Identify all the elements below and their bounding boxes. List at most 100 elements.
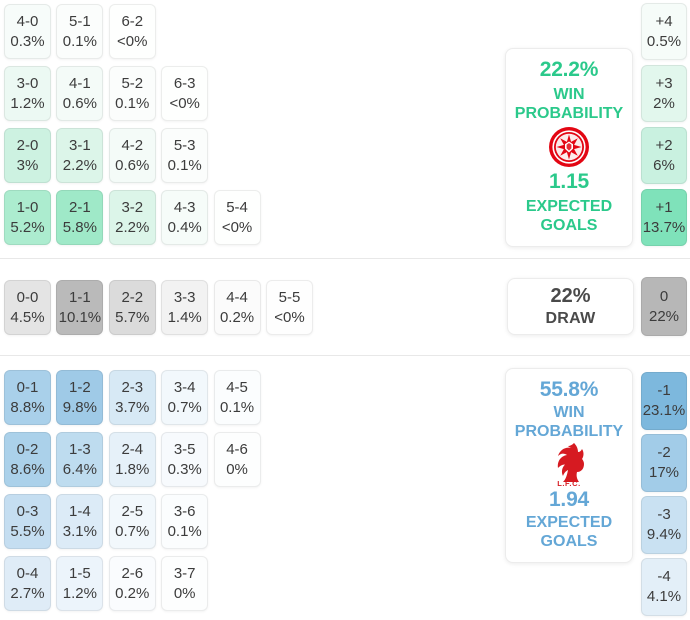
- scoreline: -2: [657, 444, 671, 461]
- probability: 10.1%: [58, 308, 102, 326]
- scoreline: 0-2: [16, 440, 39, 458]
- lfc-caption: L.F.C.: [557, 479, 581, 488]
- probability: <0%: [117, 32, 148, 50]
- away-win-probability-label: WIN PROBABILITY: [514, 403, 624, 440]
- away-summary-card: 55.8% WIN PROBABILITY L.F.C. 1.94 EXPECT…: [505, 368, 633, 563]
- probability: 3.7%: [115, 398, 150, 416]
- score-cell: 4-1 0.6%: [56, 66, 104, 121]
- probability: 1.4%: [167, 308, 202, 326]
- probability: 1.2%: [10, 94, 45, 112]
- scoreline: 1-5: [69, 564, 91, 582]
- scoreline: -3: [657, 506, 671, 523]
- scoreline: 2-1: [69, 198, 91, 216]
- probability: 4.1%: [646, 588, 682, 605]
- home-win-grid-row: 3-0 1.2% 4-1 0.6% 5-2 0.1% 6-3 <0%: [4, 66, 261, 121]
- draw-goal-diff-column: 0 22%: [641, 277, 687, 336]
- score-cell: 3-2 2.2%: [108, 190, 156, 245]
- score-cell: 2-5 0.7%: [108, 494, 156, 549]
- scoreline: +4: [655, 12, 673, 30]
- score-cell: 5-3 0.1%: [161, 128, 209, 183]
- scoreline: 1-0: [16, 198, 39, 216]
- probability: 5.8%: [62, 218, 97, 236]
- score-cell: 1-2 9.8%: [56, 370, 104, 425]
- score-cell: 0-3 5.5%: [4, 494, 51, 549]
- probability: 3%: [16, 156, 39, 174]
- goal-diff-cell: +1 13.7%: [641, 189, 687, 246]
- draw-label: DRAW: [545, 310, 596, 327]
- scoreline: 0-0: [16, 288, 39, 306]
- probability: <0%: [221, 218, 253, 236]
- score-cell: 2-0 3%: [4, 128, 51, 183]
- draw-grid-row: 0-0 4.5% 1-1 10.1% 2-2 5.7% 3-3 1.4% 4-4 0.2% 5-5 <…: [4, 280, 313, 335]
- section-divider: [0, 355, 690, 356]
- probability: 0.1%: [62, 32, 97, 50]
- scoreline: 3-5: [173, 440, 196, 458]
- eintracht-frankfurt-crest-icon: [549, 126, 589, 167]
- score-cell: 3-4 0.7%: [161, 370, 209, 425]
- scoreline: 1-3: [69, 440, 91, 458]
- away-win-grid-row: 0-2 8.6% 1-3 6.4% 2-4 1.8% 3-5 0.3% 4-6 0%: [4, 432, 261, 487]
- scoreline: +1: [655, 198, 673, 216]
- probability: 5.2%: [10, 218, 45, 236]
- probability: 9.8%: [62, 398, 97, 416]
- probability: 0.7%: [115, 522, 150, 540]
- score-cell: 4-3 0.4%: [161, 190, 209, 245]
- probability: 1.2%: [62, 584, 97, 602]
- scoreline: 5-4: [226, 198, 248, 216]
- probability: 13.7%: [642, 218, 686, 236]
- score-cell: 3-5 0.3%: [161, 432, 209, 487]
- scoreline: 2-3: [121, 378, 144, 396]
- probability: 0.3%: [10, 32, 45, 50]
- section-divider: [0, 258, 690, 259]
- scoreline: 0-3: [16, 502, 39, 520]
- probability: 1.8%: [115, 460, 150, 478]
- score-cell: 5-1 0.1%: [56, 4, 104, 59]
- away-score-grid: 0-1 8.8% 1-2 9.8% 2-3 3.7% 3-4 0.7% 4-5 0.1% 0-2 8.…: [4, 370, 261, 618]
- score-cell: 5-2 0.1%: [108, 66, 156, 121]
- score-cell: 2-3 3.7%: [108, 370, 156, 425]
- probability: 5.5%: [10, 522, 45, 540]
- away-win-probability: 55.8%: [539, 378, 599, 401]
- away-goal-diff-column: -1 23.1% -2 17% -3 9.4% -4 4.1%: [641, 372, 687, 616]
- scoreline: 6-2: [121, 12, 144, 30]
- home-win-probability-label: WIN PROBABILITY: [514, 85, 624, 122]
- scoreline: 3-0: [16, 74, 39, 92]
- score-cell: 6-2 <0%: [108, 4, 156, 59]
- score-cell: 5-4 <0%: [213, 190, 261, 245]
- scoreline: 5-2: [121, 74, 144, 92]
- scoreline: -1: [657, 382, 671, 399]
- probability: 2.2%: [62, 156, 97, 174]
- probability: 0.2%: [219, 308, 255, 326]
- scoreline: 4-3: [173, 198, 196, 216]
- scoreline: 5-1: [69, 12, 91, 30]
- probability: 3.1%: [62, 522, 97, 540]
- probability: 2.2%: [115, 218, 150, 236]
- score-cell: 1-1 10.1%: [56, 280, 104, 335]
- scoreline: 5-5: [278, 288, 301, 306]
- probability: 0%: [226, 460, 248, 478]
- score-cell: 3-6 0.1%: [161, 494, 209, 549]
- probability: 8.8%: [10, 398, 45, 416]
- score-cell: 2-1 5.8%: [56, 190, 104, 245]
- home-win-probability: 22.2%: [539, 58, 599, 81]
- score-cell: 1-5 1.2%: [56, 556, 104, 611]
- score-cell: 5-5 <0%: [265, 280, 313, 335]
- probability: 0.7%: [167, 398, 202, 416]
- score-cell: 3-0 1.2%: [4, 66, 51, 121]
- scoreline: 1-2: [69, 378, 91, 396]
- probability: 0.5%: [646, 32, 682, 50]
- home-win-grid-row: 1-0 5.2% 2-1 5.8% 3-2 2.2% 4-3 0.4% 5-4 <0%: [4, 190, 261, 245]
- scoreline: 3-4: [173, 378, 196, 396]
- home-goal-diff-column: +4 0.5% +3 2% +2 6% +1 13.7%: [641, 3, 687, 246]
- probability: 0.1%: [167, 156, 202, 174]
- score-cell: 3-3 1.4%: [161, 280, 209, 335]
- goal-diff-cell: -2 17%: [641, 434, 687, 492]
- goal-diff-cell: -4 4.1%: [641, 558, 687, 616]
- scoreline: 2-2: [121, 288, 144, 306]
- probability: 5.7%: [115, 308, 150, 326]
- scoreline: 3-2: [121, 198, 144, 216]
- probability: 2.7%: [10, 584, 45, 602]
- away-expected-goals: 1.94: [548, 488, 590, 512]
- goal-diff-cell: +4 0.5%: [641, 3, 687, 60]
- probability: 6%: [653, 156, 675, 174]
